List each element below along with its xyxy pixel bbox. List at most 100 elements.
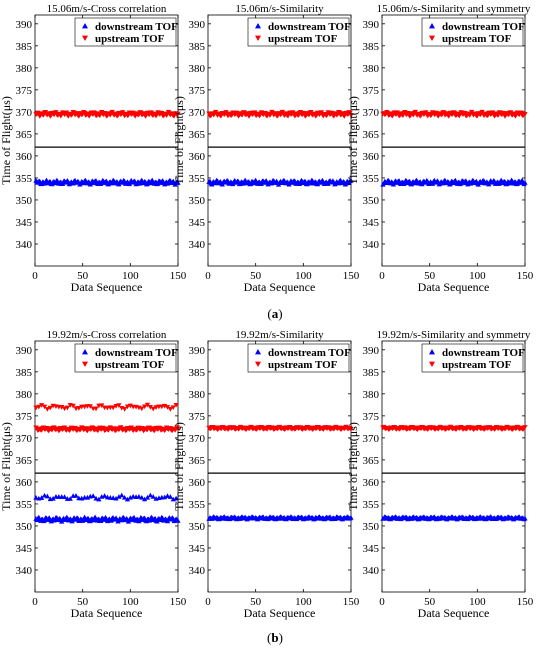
x-tick-label: 0 — [379, 596, 385, 608]
x-tick-label: 100 — [295, 596, 312, 608]
legend-label: upstream TOF — [95, 359, 165, 371]
y-tick-label: 340 — [363, 239, 380, 251]
x-tick-label: 150 — [343, 596, 360, 608]
data-point — [348, 515, 354, 520]
plot-area — [207, 14, 352, 267]
y-tick-label: 365 — [16, 129, 33, 141]
y-tick-label: 355 — [189, 173, 206, 185]
legend-label: upstream TOF — [442, 33, 512, 45]
x-tick-label: 0 — [205, 270, 211, 282]
y-tick-label: 385 — [189, 41, 206, 53]
y-axis-label: Time of Flight(μs) — [346, 96, 360, 185]
legend-marker — [429, 361, 435, 367]
plot-area — [34, 14, 179, 267]
y-tick-label: 360 — [16, 477, 33, 489]
legend-box — [74, 17, 177, 47]
data-point — [67, 496, 73, 501]
x-axis-label: Data Sequence — [244, 280, 316, 294]
data-point — [347, 110, 353, 116]
plot-area — [381, 14, 526, 267]
y-tick-label: 385 — [363, 41, 380, 53]
x-tick-label: 150 — [517, 596, 534, 608]
y-tick-label: 375 — [189, 85, 206, 97]
y-tick-label: 365 — [189, 455, 206, 467]
data-point — [122, 406, 128, 412]
data-point — [136, 494, 142, 499]
y-tick-label: 390 — [16, 345, 33, 357]
y-tick-label: 380 — [16, 63, 33, 75]
plot-area — [381, 340, 526, 593]
y-tick-label: 390 — [363, 345, 380, 357]
x-tick-label: 150 — [343, 270, 360, 282]
y-tick-label: 370 — [363, 107, 380, 119]
panel-label-a: (a) — [267, 306, 282, 321]
data-point — [348, 113, 354, 118]
legend-marker — [255, 23, 261, 29]
y-tick-label: 350 — [363, 521, 380, 533]
data-point — [33, 405, 39, 411]
data-point — [44, 407, 50, 412]
chart-panel: 15.06m/s-Cross correlation 340 345 350 355 36… — [0, 3, 187, 294]
chart-title: 19.92m/s-Similarity — [235, 329, 324, 341]
data-point — [70, 403, 76, 409]
legend-marker — [82, 23, 88, 29]
legend-marker — [255, 349, 261, 355]
data-point — [50, 495, 56, 501]
data-point — [93, 406, 99, 412]
data-point — [101, 493, 108, 498]
data-point — [175, 180, 181, 185]
chart-title: 15.06m/s-Similarity — [235, 3, 324, 15]
legend-label: downstream TOF — [268, 21, 351, 33]
data-point — [348, 177, 354, 183]
data-point — [76, 406, 82, 411]
y-tick-label: 370 — [189, 107, 206, 119]
y-tick-label: 385 — [363, 367, 380, 379]
y-axis-label: Time of Flight(μs) — [0, 96, 13, 185]
data-point — [147, 492, 153, 498]
data-point — [175, 426, 181, 432]
data-point — [61, 494, 68, 499]
x-tick-label: 100 — [469, 270, 486, 282]
y-tick-label: 360 — [363, 477, 380, 489]
data-point — [173, 402, 179, 408]
data-point — [47, 405, 53, 411]
data-point — [142, 404, 148, 410]
x-tick-label: 50 — [424, 270, 436, 282]
y-axis-label: Time of Flight(μs) — [172, 96, 186, 185]
x-tick-label: 50 — [77, 596, 89, 608]
chart-title: 19.92m/s-Cross correlation — [47, 329, 167, 341]
legend-label: downstream TOF — [442, 347, 525, 359]
data-point — [41, 492, 48, 498]
x-tick-label: 150 — [170, 270, 187, 282]
data-point — [150, 406, 156, 412]
y-tick-label: 370 — [16, 107, 33, 119]
y-tick-label: 340 — [16, 565, 33, 577]
y-axis-label: Time of Flight(μs) — [346, 422, 360, 511]
y-tick-label: 345 — [363, 217, 380, 229]
y-tick-label: 340 — [363, 565, 380, 577]
y-tick-label: 385 — [16, 367, 33, 379]
y-tick-label: 390 — [189, 19, 206, 31]
y-tick-label: 380 — [16, 389, 33, 401]
x-tick-label: 100 — [469, 596, 486, 608]
data-point — [142, 496, 148, 502]
legend-label: upstream TOF — [442, 359, 512, 371]
x-tick-label: 100 — [122, 596, 139, 608]
chart-panel: 19.92m/s-Similarity 340 345 350 355 360 365 370… — [172, 329, 360, 620]
legend-label: upstream TOF — [268, 33, 338, 45]
data-point — [522, 112, 528, 117]
data-point — [122, 494, 128, 500]
data-point — [110, 405, 116, 411]
legend-marker — [255, 35, 261, 41]
plot-area — [207, 340, 352, 593]
data-point — [147, 405, 153, 410]
legend-marker — [255, 361, 261, 367]
y-tick-label: 340 — [16, 239, 33, 251]
y-tick-label: 365 — [363, 455, 380, 467]
y-tick-label: 355 — [363, 173, 380, 185]
x-tick-label: 150 — [517, 270, 534, 282]
legend-label: downstream TOF — [95, 21, 178, 33]
data-point — [175, 111, 181, 117]
data-point — [124, 496, 131, 502]
